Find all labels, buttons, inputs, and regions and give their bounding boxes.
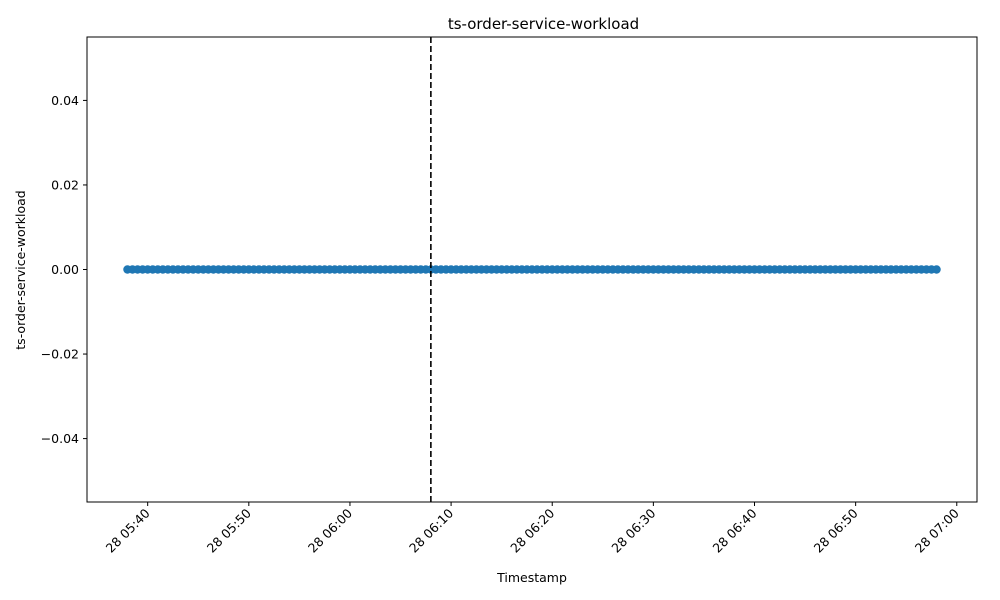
y-tick-label: −0.02	[41, 347, 79, 362]
y-axis-label: ts-order-service-workload	[13, 190, 28, 349]
x-tick-label: 28 06:20	[507, 505, 557, 555]
x-tick-label: 28 06:40	[709, 505, 759, 555]
data-point	[932, 265, 941, 274]
y-tick-label: 0.02	[51, 177, 79, 192]
y-tick-label: −0.04	[41, 431, 79, 446]
y-tick-label: 0.04	[51, 93, 79, 108]
data-points	[123, 265, 941, 274]
chart-title: ts-order-service-workload	[448, 15, 639, 33]
x-tick-label: 28 07:00	[912, 505, 962, 555]
x-axis-label: Timestamp	[496, 570, 567, 585]
x-tick-label: 28 06:00	[305, 505, 355, 555]
y-tick-label: 0.00	[51, 262, 79, 277]
x-tick-label: 28 05:40	[103, 505, 153, 555]
plot-area: 0.04 0.02 0.00 −0.02 −0.04 28 05:40 28 05:50 28…	[41, 36, 978, 556]
x-tick-label: 28 06:30	[608, 505, 658, 555]
x-tick-label: 28 06:10	[406, 505, 456, 555]
x-tick-label: 28 06:50	[811, 505, 861, 555]
x-tick-label: 28 05:50	[204, 505, 254, 555]
